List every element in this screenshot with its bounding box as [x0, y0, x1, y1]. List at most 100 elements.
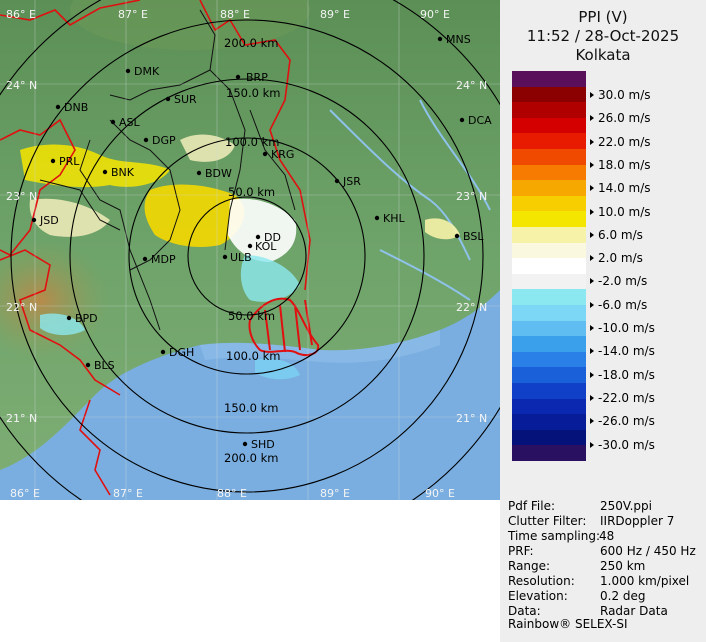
terrain-north — [70, 0, 310, 50]
lat-label-left-21: 21° N — [6, 412, 37, 425]
info-row-clutter-filter: Clutter Filter: IIRDoppler 7 — [508, 514, 675, 528]
scale-swatch — [512, 367, 586, 384]
range-label-200-south: 200.0 km — [224, 451, 278, 465]
product-title: PPI (V) — [578, 8, 628, 26]
lon-label-bottom-87: 87° E — [113, 487, 143, 500]
range-label-100-south: 100.0 km — [226, 349, 280, 363]
scale-swatch — [512, 445, 586, 462]
district-boundaries — [39, 9, 296, 331]
info-row-elevation: Elevation: 0.2 deg — [508, 589, 646, 603]
range-label-150-south: 150.0 km — [224, 401, 278, 415]
info-row-prf: PRF: 600 Hz / 450 Hz — [508, 544, 696, 558]
city-label-mdp: MDP — [151, 253, 176, 266]
scale-swatch — [512, 429, 586, 446]
footer-credit: Rainbow® SELEX-SI — [508, 617, 628, 631]
boundaries — [0, 0, 311, 496]
scale-swatch — [512, 86, 586, 103]
scale-tick-label: 18.0 m/s — [590, 158, 700, 172]
coastal-shelf — [200, 330, 440, 363]
info-row-time-sampling: Time sampling: 48 — [508, 529, 615, 543]
scale-swatch — [512, 320, 586, 337]
scale-tick-label: 10.0 m/s — [590, 205, 700, 219]
lat-label-left-22: 22° N — [6, 301, 37, 314]
scale-tick-label: -14.0 m/s — [590, 344, 700, 358]
city-label-kol: KOL — [255, 240, 277, 253]
datetime-label: 11:52 / 28-Oct-2025 — [526, 27, 680, 45]
scale-swatch — [512, 164, 586, 181]
range-label-200-north: 200.0 km — [224, 36, 278, 50]
station-label: Kolkata — [575, 46, 631, 64]
scale-swatch — [512, 133, 586, 150]
info-row-pdf-file: Pdf File: 250V.ppi — [508, 499, 652, 513]
scale-tick-label: -10.0 m/s — [590, 321, 700, 335]
city-label-bsl: BSL — [463, 230, 484, 243]
city-markers: MNS DMK BRP DNB SUR DCA ASL DGP KRG PRL … — [31, 33, 492, 451]
radar-map: 86° E 87° E 88° E 89° E 90° E 86° E 87° … — [0, 0, 543, 552]
scale-tick-label: 22.0 m/s — [590, 135, 700, 149]
scale-swatch — [512, 117, 586, 134]
city-label-dgh: DGH — [169, 346, 194, 359]
lat-label-right-21: 21° N — [456, 412, 487, 425]
range-label-100-north: 100.0 km — [225, 135, 279, 149]
city-label-sur: SUR — [174, 93, 197, 106]
city-label-brp: BRP — [246, 71, 268, 84]
scale-tick-label: 30.0 m/s — [590, 88, 700, 102]
city-label-mns: MNS — [446, 33, 471, 46]
scale-tick-label: -30.0 m/s — [590, 438, 700, 452]
info-row-range: Range: 250 km — [508, 559, 646, 573]
city-label-krg: KRG — [271, 148, 294, 161]
scale-swatch — [512, 180, 586, 197]
scale-swatch — [512, 351, 586, 368]
city-label-bdw: BDW — [205, 167, 232, 180]
city-label-asl: ASL — [119, 116, 141, 129]
scale-tick-label: 2.0 m/s — [590, 251, 700, 265]
city-label-dnb: DNB — [64, 101, 88, 114]
scale-tick-label: -18.0 m/s — [590, 368, 700, 382]
scale-swatch — [512, 383, 586, 400]
city-label-jsd: JSD — [39, 214, 59, 227]
scale-swatch — [512, 242, 586, 259]
scale-tick-label: -2.0 m/s — [590, 274, 700, 288]
scale-swatch — [512, 102, 586, 119]
range-label-50: 50.0 km — [228, 185, 275, 199]
scale-swatch — [512, 71, 586, 88]
city-label-dmk: DMK — [134, 65, 160, 78]
scale-tick-label: -26.0 m/s — [590, 414, 700, 428]
city-label-dgp: DGP — [152, 134, 176, 147]
scale-swatch — [512, 211, 586, 228]
scale-swatch — [512, 195, 586, 212]
lon-label-top-90: 90° E — [420, 8, 450, 21]
city-label-dd: DD — [264, 231, 281, 244]
lat-label-right-23: 23° N — [456, 190, 487, 203]
lat-label-right-22: 22° N — [456, 301, 487, 314]
lat-label-left-24: 24° N — [6, 79, 37, 92]
range-label-50-south: 50.0 km — [228, 309, 275, 323]
lon-label-bottom-90: 90° E — [425, 487, 455, 500]
lon-label-bottom-88: 88° E — [217, 487, 247, 500]
lon-label-bottom-89: 89° E — [320, 487, 350, 500]
sea-area — [0, 290, 500, 500]
lat-label-left-23: 23° N — [6, 190, 37, 203]
lon-label-top-86: 86° E — [6, 8, 36, 21]
scale-tick-label: 26.0 m/s — [590, 111, 700, 125]
scale-tick-label: -22.0 m/s — [590, 391, 700, 405]
info-row-data: Data: Radar Data — [508, 604, 668, 618]
range-label-150-north: 150.0 km — [226, 86, 280, 100]
lon-label-top-89: 89° E — [320, 8, 350, 21]
city-label-bpd: BPD — [75, 312, 98, 325]
city-label-shd: SHD — [251, 438, 275, 451]
legend-panel: PPI (V) 11:52 / 28-Oct-2025 Kolkata 30.0… — [500, 0, 706, 642]
city-label-ulb: ULB — [230, 251, 252, 264]
city-label-khl: KHL — [383, 212, 405, 225]
scale-swatch — [512, 414, 586, 431]
city-label-prl: PRL — [59, 155, 80, 168]
rivers-east — [329, 99, 491, 301]
scale-tick-label: 6.0 m/s — [590, 228, 700, 242]
radar-map-svg: 86° E 87° E 88° E 89° E 90° E 86° E 87° … — [0, 0, 543, 552]
scale-swatch — [512, 336, 586, 353]
scale-swatch — [512, 149, 586, 166]
scale-swatch — [512, 289, 586, 306]
city-label-dca: DCA — [468, 114, 492, 127]
lon-label-bottom-86: 86° E — [10, 487, 40, 500]
scale-tick-label: 14.0 m/s — [590, 181, 700, 195]
